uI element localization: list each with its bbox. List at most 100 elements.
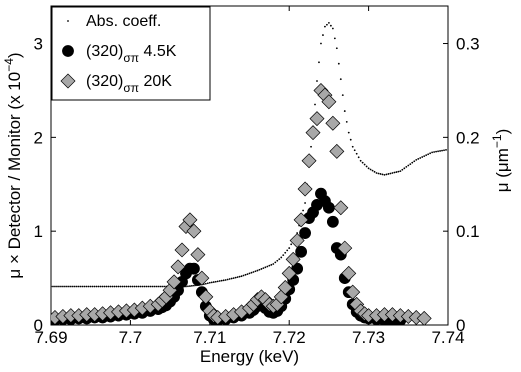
abs-coeff-point	[333, 37, 336, 40]
abs-coeff-point	[419, 157, 422, 159]
abs-coeff-point	[228, 278, 231, 280]
abs-coeff-point	[244, 273, 247, 276]
abs-coeff-point	[270, 263, 273, 266]
point-20k	[333, 200, 349, 216]
abs-coeff-point	[337, 62, 340, 65]
legend-label-main: (320)	[86, 43, 123, 60]
abs-coeff-point	[427, 153, 430, 156]
point-4p5k	[322, 201, 335, 214]
legend-label-main: (320)	[86, 73, 123, 90]
abs-coeff-point	[109, 285, 112, 288]
abs-coeff-point	[119, 285, 122, 288]
abs-coeff-point	[214, 280, 217, 283]
abs-coeff-point	[351, 145, 354, 148]
abs-coeff-point	[216, 280, 219, 283]
y-right-tick-label: 0.2	[456, 128, 480, 147]
abs-coeff-point	[117, 285, 120, 288]
point-20k	[345, 284, 361, 300]
abs-coeff-point	[284, 251, 287, 254]
y-right-title-close: )	[493, 129, 512, 135]
abs-coeff-point	[65, 285, 68, 288]
abs-coeff-point	[161, 285, 164, 288]
abs-coeff-point	[60, 285, 62, 288]
abs-coeff-point	[369, 168, 372, 171]
abs-coeff-point	[423, 155, 426, 158]
abs-coeff-point	[218, 280, 221, 282]
abs-coeff-point	[363, 163, 366, 166]
point-4p5k	[299, 227, 311, 239]
abs-coeff-point	[367, 167, 370, 170]
abs-coeff-point	[421, 156, 424, 158]
abs-coeff-point	[75, 285, 78, 288]
abs-coeff-point	[220, 279, 223, 282]
abs-coeff-point	[331, 27, 334, 30]
abs-coeff-point	[322, 34, 324, 36]
y-left-tick-label: 2	[34, 128, 43, 147]
abs-coeff-point	[361, 161, 364, 164]
abs-coeff-point	[383, 173, 386, 176]
abs-coeff-point	[87, 285, 90, 288]
abs-coeff-point	[191, 284, 193, 287]
point-20k	[285, 251, 301, 267]
abs-coeff-point	[274, 261, 277, 264]
abs-coeff-point	[326, 23, 328, 26]
abs-coeff-point	[95, 285, 98, 288]
abs-coeff-point	[347, 131, 350, 134]
y-right-tick-label: 0.3	[456, 35, 480, 54]
y-left-title-exp: −4	[2, 58, 16, 72]
point-20k	[297, 181, 313, 197]
abs-coeff-point	[329, 24, 332, 27]
abs-coeff-point	[101, 285, 104, 288]
abs-coeff-point	[286, 249, 289, 252]
abs-coeff-point	[280, 256, 283, 259]
point-20k	[305, 125, 321, 141]
abs-coeff-point	[125, 285, 128, 288]
y-left-axis-title: μ × Detector / Monitor (x 10−4)	[2, 52, 24, 278]
abs-coeff-point	[266, 265, 269, 268]
legend-label-suffix: 20K	[139, 73, 172, 90]
legend-label: Abs. coeff.	[86, 13, 161, 30]
abs-coeff-point	[345, 120, 348, 123]
legend-label-suffix: 4.5K	[139, 43, 177, 60]
abs-coeff-point	[123, 285, 126, 288]
abs-coeff-point	[137, 285, 140, 288]
abs-coeff-point	[441, 149, 443, 152]
abs-coeff-point	[212, 281, 215, 283]
y-left-tick-label: 1	[34, 222, 43, 241]
abs-coeff-point	[163, 285, 166, 288]
legend-box	[51, 6, 211, 101]
abs-coeff-point	[433, 151, 436, 153]
abs-coeff-point	[157, 285, 160, 288]
abs-coeff-point	[187, 285, 189, 288]
abs-coeff-point	[335, 47, 338, 50]
abs-coeff-point	[234, 276, 237, 279]
y-left-tick-label: 3	[34, 35, 43, 54]
abs-coeff-point	[341, 94, 344, 97]
point-20k	[198, 289, 214, 305]
point-20k	[186, 223, 202, 239]
point-20k	[166, 274, 182, 290]
point-20k	[293, 212, 309, 228]
abs-coeff-point	[429, 152, 432, 155]
point-20k	[329, 143, 345, 159]
abs-coeff-point	[282, 254, 285, 257]
plot-frame	[50, 5, 449, 326]
abs-coeff-point	[371, 169, 374, 172]
abs-coeff-point	[149, 285, 152, 288]
abs-coeff-point	[254, 270, 257, 273]
abs-coeff-point	[435, 150, 437, 153]
point-20k	[194, 270, 210, 286]
abs-coeff-point	[242, 274, 245, 277]
abs-coeff-point	[445, 149, 447, 151]
abs-coeff-point	[77, 285, 80, 288]
abs-coeff-point	[147, 285, 150, 288]
abs-coeff-point	[224, 279, 227, 281]
abs-coeff-point	[355, 152, 358, 155]
abs-coeff-point	[389, 172, 392, 175]
legend-label-sub: σπ	[123, 81, 139, 95]
point-20k	[301, 153, 317, 169]
point-20k	[281, 265, 297, 281]
y-right-title-main: μ (μm	[493, 148, 512, 192]
abs-coeff-point	[141, 285, 144, 288]
